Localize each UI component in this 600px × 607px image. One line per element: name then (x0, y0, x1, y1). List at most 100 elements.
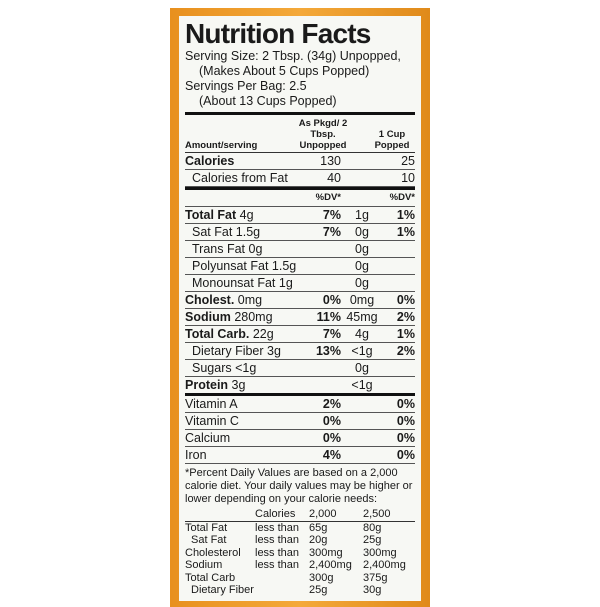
servings-per-bag: Servings Per Bag: 2.5 (185, 79, 307, 93)
nutrient-cell: Dietary Fiber 3g (185, 343, 311, 359)
nutrient-row: Protein 3g <1g (185, 377, 415, 396)
calorie-row: Calories 130 25 (185, 153, 415, 170)
vitamin-name: Iron (185, 448, 207, 462)
nutrient-row: Cholest. 0mg 0% 0mg 0% (185, 292, 415, 309)
dv-table-cell: Cholesterol (185, 546, 241, 559)
spacer (341, 447, 383, 463)
dv-table-cell: Sat Fat (191, 534, 227, 546)
dv-popped (383, 275, 415, 291)
dv-table-cell: less than (255, 546, 300, 559)
nutrient-amount: 0g (248, 242, 263, 256)
dv-table-cell: 25g (309, 584, 328, 596)
dv-table-header: 2,500 (363, 508, 415, 522)
nutrient-row: Trans Fat 0g 0g (185, 241, 415, 258)
dv-table-cell: 80g (363, 521, 382, 534)
value-popped: 0g (355, 276, 369, 290)
nutrient-amount: 4g (239, 208, 254, 222)
nutrient-name: Sugars (192, 361, 232, 375)
dv-table-header: 2,000 (309, 508, 363, 522)
dv-unpopped (311, 275, 341, 291)
dv-popped (383, 241, 415, 257)
nutrient-cell: Sodium 280mg (185, 309, 311, 325)
servings-note: (About 13 Cups Popped) (199, 94, 337, 108)
spacer (341, 430, 383, 446)
serving-size-note: (Makes About 5 Cups Popped) (199, 64, 370, 78)
vitamin-name: Calcium (185, 431, 231, 445)
nutrient-row: Total Carb. 22g 7% 4g 1% (185, 326, 415, 343)
nutrient-amount: 1.5g (271, 259, 297, 273)
nutrient-row: Sugars <1g 0g (185, 360, 415, 377)
dv-unpopped: 7% (322, 327, 341, 341)
nutrient-row: Sat Fat 1.5g 7% 0g 1% (185, 224, 415, 241)
nutrient-cell: Sugars <1g (185, 360, 311, 376)
column-header: Amount/serving As Pkgd/ 2 Tbsp. Unpopped… (185, 115, 415, 153)
dv-popped (383, 258, 415, 274)
dv-popped: 1% (396, 225, 415, 239)
vitamin-name: Vitamin C (185, 414, 239, 428)
value-popped: 0g (355, 259, 369, 273)
nutrient-name: Protein (185, 378, 229, 392)
dv-unpopped: 13% (315, 344, 341, 358)
label-title: Nutrition Facts (185, 18, 371, 49)
dv-unpopped (311, 360, 341, 376)
divider (185, 112, 415, 115)
dv-header-row: %DV* %DV* (185, 187, 415, 207)
package-border: Nutrition Facts Serving Size: 2 Tbsp. (3… (170, 8, 430, 607)
dv-table-cell: Total Carb (185, 571, 236, 584)
dv-popped: 0% (396, 448, 415, 462)
nutrient-name: Trans Fat (192, 242, 246, 256)
nutrient-cell: Monounsat Fat 1g (185, 275, 311, 291)
dv-table-cell: Total Fat (185, 521, 228, 534)
dv-unpopped: 11% (316, 310, 341, 324)
dv-unpopped: 0% (322, 414, 341, 428)
amount-header: Amount/serving (185, 140, 258, 151)
nutrient-row: Total Fat 4g 7% 1g 1% (185, 207, 415, 224)
nutrient-name: Sodium (185, 310, 231, 324)
dv-popped: 2% (396, 344, 415, 358)
vitamin-name: Vitamin A (185, 397, 238, 411)
nutrient-row: Polyunsat Fat 1.5g 0g (185, 258, 415, 275)
dv-unpopped: 4% (322, 448, 341, 462)
nutrient-name: Dietary Fiber (192, 344, 264, 358)
dv-table-header: Calories (255, 508, 309, 522)
dv-table-cell (255, 584, 309, 597)
value-popped: 1g (355, 208, 369, 222)
nutrient-cell: Cholest. 0mg (185, 292, 311, 308)
dv-table-cell: 30g (363, 584, 382, 596)
serving-size: Serving Size: 2 Tbsp. (34g) Unpopped, (185, 49, 401, 63)
nutrient-row: Dietary Fiber 3g 13% <1g 2% (185, 343, 415, 360)
nutrient-name: Cholest. (185, 293, 235, 307)
dv-popped: 0% (396, 414, 415, 428)
dv-table-cell: 300g (309, 571, 334, 584)
nutrient-cell: Polyunsat Fat 1.5g (185, 258, 311, 274)
dv-popped: 1% (396, 327, 415, 341)
col1-header: As Pkgd/ 2 Tbsp. Unpopped (298, 118, 348, 151)
dv-popped: 2% (396, 310, 415, 324)
spacer (341, 170, 383, 186)
dv-popped: 1% (396, 208, 415, 222)
vitamin-row: Calcium 0% 0% (185, 430, 415, 447)
dv-header-2: %DV* (389, 192, 415, 203)
nutrient-cell: Protein 3g (185, 377, 311, 393)
nutrient-cell: Trans Fat 0g (185, 241, 311, 257)
dv-unpopped: 7% (322, 225, 341, 239)
vitamin-row: Vitamin A 2% 0% (185, 396, 415, 413)
dv-popped (383, 377, 415, 393)
value-popped: <1g (351, 378, 373, 392)
nutrient-amount: 22g (252, 327, 274, 341)
dv-table-cell: Dietary Fiber (191, 584, 254, 596)
dv-unpopped: 0% (322, 431, 341, 445)
dv-header-1: %DV* (315, 192, 341, 203)
dv-table-cell: less than (255, 534, 300, 546)
nutrient-name: Total Carb. (185, 327, 250, 341)
nutrient-row: Monounsat Fat 1g 0g (185, 275, 415, 292)
dv-unpopped: 2% (322, 397, 341, 411)
col2-header: 1 Cup Popped (374, 129, 410, 151)
nutrient-amount: 0mg (237, 293, 263, 307)
spacer (341, 396, 383, 412)
vitamin-row: Vitamin C 0% 0% (185, 413, 415, 430)
nutrient-name: Calories (185, 154, 235, 168)
value-popped: 10 (401, 171, 415, 185)
dv-table-cell: less than (255, 559, 300, 571)
value-popped: 0mg (349, 293, 375, 307)
